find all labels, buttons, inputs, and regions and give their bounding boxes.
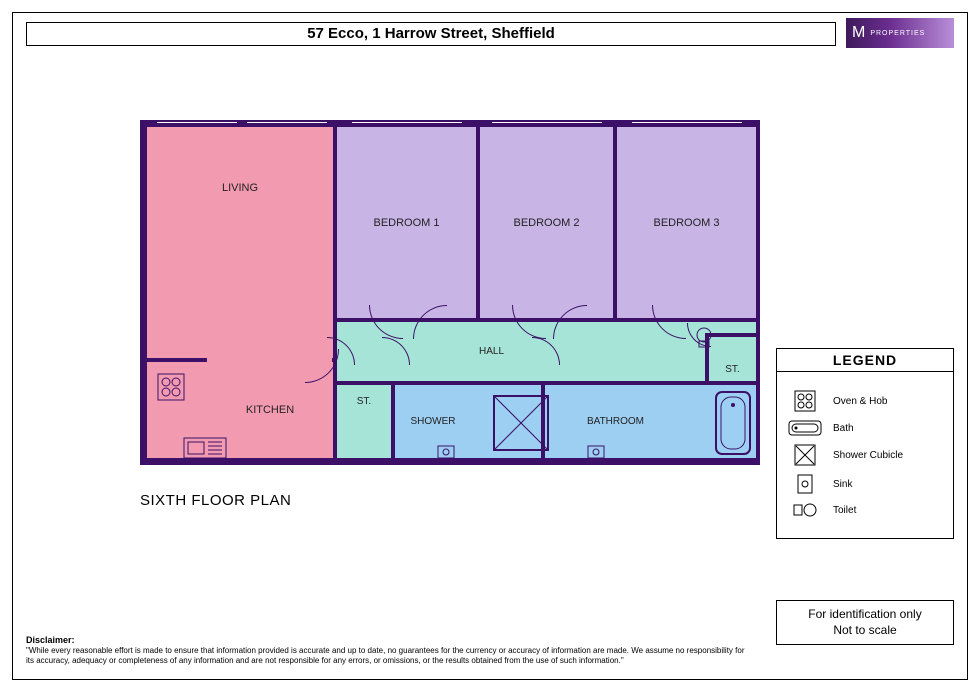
legend-label-shower: Shower Cubicle	[833, 450, 903, 461]
room-label-kitchen: KITCHEN	[246, 404, 294, 416]
legend-row-bath: Bath	[787, 420, 943, 436]
toilet-icon	[787, 502, 823, 518]
scale-note: For identification only Not to scale	[776, 600, 954, 645]
brand-logo: M PROPERTIES	[846, 18, 954, 48]
plan-title: SIXTH FLOOR PLAN	[140, 492, 291, 509]
logo-text: PROPERTIES	[870, 30, 925, 37]
shower-icon	[787, 444, 823, 466]
room-label-bed2: BEDROOM 2	[513, 217, 579, 229]
room-bed1: BEDROOM 1	[333, 123, 480, 322]
window-4	[632, 121, 742, 124]
legend-label-bath: Bath	[833, 423, 854, 434]
legend-row-shower: Shower Cubicle	[787, 444, 943, 466]
floor-plan: LIVING KITCHEN BEDROOM 1 BEDROOM 2 BEDROOM 3…	[140, 110, 760, 475]
legend: LEGEND Oven & Hob Bath Shower Cubicle Sink T…	[776, 348, 954, 539]
hob-icon	[157, 373, 185, 406]
legend-row-hob: Oven & Hob	[787, 390, 943, 412]
scale-note-line2: Not to scale	[781, 623, 949, 639]
window-3	[492, 121, 602, 124]
window-0	[157, 121, 237, 124]
room-bed3: BEDROOM 3	[613, 123, 760, 322]
sink-icon-0	[437, 445, 455, 464]
room-label-living: LIVING	[222, 182, 258, 194]
disclaimer-heading: Disclaimer:	[26, 635, 75, 645]
room-label-shower: SHOWER	[411, 416, 456, 427]
disclaimer-body: "While every reasonable effort is made t…	[26, 646, 744, 665]
kitchen-sink-icon	[183, 437, 227, 464]
sink-icon-1	[587, 445, 605, 464]
shower-cubicle-icon	[493, 395, 549, 456]
room-label-hall: HALL	[479, 346, 504, 357]
room-label-bed1: BEDROOM 1	[373, 217, 439, 229]
room-st2: ST.	[705, 333, 760, 385]
legend-title: LEGEND	[777, 349, 953, 372]
room-label-st2: ST.	[725, 364, 739, 375]
toilet-icon-0	[695, 327, 713, 354]
hob-icon	[787, 390, 823, 412]
room-label-st1: ST.	[357, 396, 371, 407]
disclaimer: Disclaimer: "While every reasonable effo…	[26, 635, 746, 666]
legend-row-sink: Sink	[787, 474, 943, 494]
scale-note-line1: For identification only	[781, 607, 949, 623]
bath-icon	[715, 391, 751, 460]
window-2	[352, 121, 462, 124]
logo-letter: M	[852, 24, 866, 42]
sink-icon	[787, 474, 823, 494]
page-title: 57 Ecco, 1 Harrow Street, Sheffield	[26, 22, 836, 46]
room-st1: ST.	[333, 381, 395, 462]
window-1	[247, 121, 327, 124]
room-label-bed3: BEDROOM 3	[653, 217, 719, 229]
room-living: LIVING	[143, 123, 337, 362]
legend-row-toilet: Toilet	[787, 502, 943, 518]
room-label-bath: BATHROOM	[587, 416, 644, 427]
room-bed2: BEDROOM 2	[476, 123, 617, 322]
legend-label-hob: Oven & Hob	[833, 396, 887, 407]
legend-label-toilet: Toilet	[833, 505, 856, 516]
bath-icon	[787, 420, 823, 436]
legend-label-sink: Sink	[833, 479, 852, 490]
